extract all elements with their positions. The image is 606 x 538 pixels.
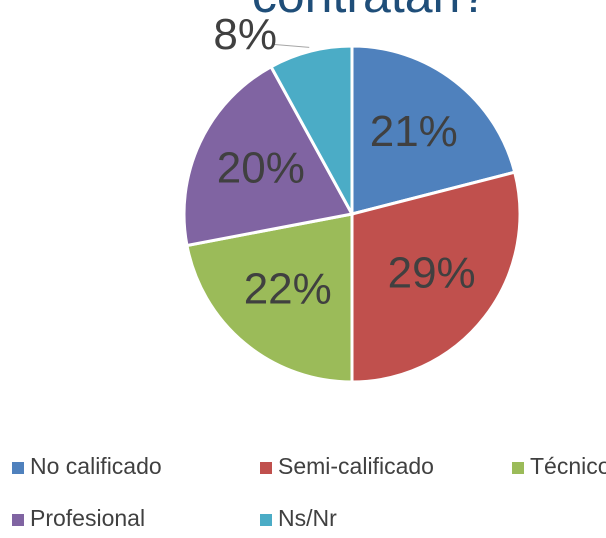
value-label: 22% [244,264,332,313]
legend-swatch [260,462,272,474]
legend-label: No calificado [30,453,162,479]
pie-slice [182,64,355,248]
legend-label: Técnico [530,453,606,479]
legend-swatch [12,462,24,474]
legend-swatch [512,462,524,474]
pie-slice [269,44,354,215]
pie-slice [185,212,354,384]
chart-title: contratan? [252,0,488,23]
value-label: 21% [370,107,458,156]
value-label: 20% [217,144,305,193]
leader-line [273,43,310,48]
pie-slice [350,170,522,384]
value-label: 8% [213,10,277,59]
value-label: 29% [388,248,476,297]
legend-swatch [12,514,24,526]
legend-label: Semi-calificado [278,453,434,479]
legend-label: Ns/Nr [278,505,337,531]
pie-slice [350,44,517,216]
legend-swatch [260,514,272,526]
legend-label: Profesional [30,505,145,531]
